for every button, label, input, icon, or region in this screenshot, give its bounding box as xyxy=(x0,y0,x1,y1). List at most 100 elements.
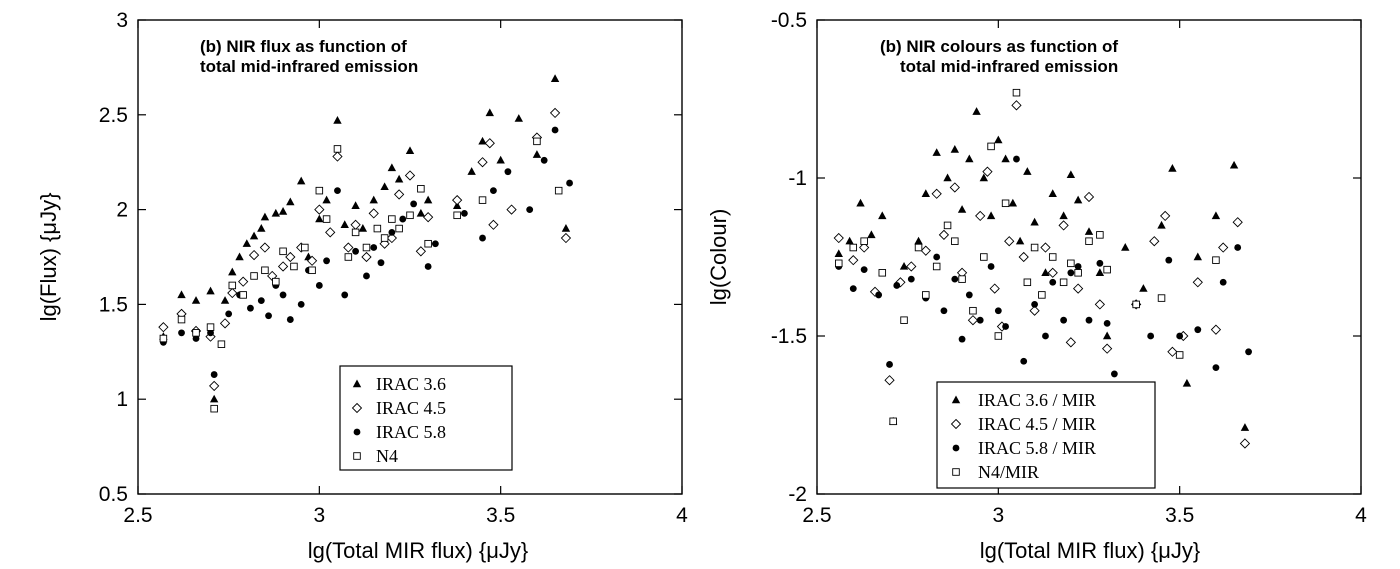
left-series-3-point-8 xyxy=(257,297,265,305)
right-series-2-point-4 xyxy=(884,375,895,386)
left-series-4-point-8 xyxy=(250,272,258,280)
left-series-2-point-30 xyxy=(484,138,495,149)
right-series-1-point-7 xyxy=(914,236,923,245)
left-series-4-point-7 xyxy=(239,291,247,299)
left-series-1-point-32 xyxy=(478,136,487,145)
right-series-2-point-8 xyxy=(931,188,942,199)
right-series-2-point-7 xyxy=(920,245,931,256)
right-x-axis-label: lg(Total MIR flux) {μJy} xyxy=(980,538,1201,563)
left-series-3-point-13 xyxy=(297,301,305,308)
left-series-2-point-12 xyxy=(285,251,296,263)
right-series-4-point-12 xyxy=(969,306,977,315)
right-series-2-point-25 xyxy=(1072,283,1084,294)
left-series-1-point-22 xyxy=(358,224,368,232)
left-series-2-point-18 xyxy=(343,242,354,253)
right-series-2-point-30 xyxy=(1149,236,1160,247)
right-series-1-point-34 xyxy=(1168,164,1177,172)
right-series-2-point-12 xyxy=(967,315,979,326)
right-series-4-point-24 xyxy=(1074,269,1082,277)
left-series-3-point-15 xyxy=(315,282,323,289)
left-series-1-point-12 xyxy=(271,208,281,217)
right-series-3-point-5 xyxy=(893,282,901,289)
right-legend-label-3: IRAC 5.8 / MIR xyxy=(978,438,1096,458)
left-panel: 2.5 3 3.5 4 0.5 1 1.5 2 2.5 3 (b) NIR flux as fun… xyxy=(36,9,688,563)
right-series-2-point-17 xyxy=(1004,236,1015,247)
right-series-1-point-37 xyxy=(1211,211,1221,220)
left-legend-marker-4 xyxy=(353,452,361,460)
right-series-1-point-11 xyxy=(950,145,960,153)
left-series-3-point-16 xyxy=(323,257,330,265)
left-series-3-point-19 xyxy=(352,247,359,255)
left-series-2-point-19 xyxy=(350,219,361,230)
right-series-1-point-29 xyxy=(1095,268,1105,276)
left-series-1-point-27 xyxy=(405,146,415,155)
left-series-1-point-29 xyxy=(423,195,433,204)
left-series-4-point-12 xyxy=(290,262,298,271)
right-series-4-point-26 xyxy=(1096,231,1104,239)
left-series-2-point-4 xyxy=(209,380,220,392)
right-legend-markers xyxy=(950,395,962,476)
right-series-3-point-35 xyxy=(1219,278,1227,286)
right-series-1-point-15 xyxy=(979,173,989,182)
left-series-2-point-28 xyxy=(452,194,463,206)
left-series-1-point-34 xyxy=(496,155,505,164)
right-legend-marker-3 xyxy=(952,444,960,452)
right-series-1-point-19 xyxy=(1008,198,1018,207)
right-series-3-point-21 xyxy=(1049,278,1057,286)
left-series-2-point-17 xyxy=(332,151,343,162)
right-series-1-point-23 xyxy=(1041,268,1050,276)
left-series-1-point-26 xyxy=(394,174,404,183)
left-series-3-point-5 xyxy=(225,310,233,318)
left-series-3-point-18 xyxy=(341,291,349,299)
left-series-3-point-32 xyxy=(526,206,534,214)
right-ticks: 2.5 3 3.5 4 -2 -1.5 -1 -0.5 xyxy=(771,9,1367,527)
right-x-tick-label-3: 4 xyxy=(1355,504,1367,527)
right-y-tick-label-0: -2 xyxy=(788,483,807,506)
right-series-1-point-31 xyxy=(1121,243,1130,251)
right-series-2-point-31 xyxy=(1160,210,1171,222)
left-series-1-point-5 xyxy=(220,296,230,304)
left-series-1-point-36 xyxy=(532,150,542,158)
right-series-2-point-19 xyxy=(1018,251,1029,263)
right-series-2-point-28 xyxy=(1101,343,1113,354)
left-series-1-point-9 xyxy=(249,231,259,240)
right-series-4-point-9 xyxy=(943,221,952,230)
right-series-4-point-8 xyxy=(932,262,941,271)
left-series-4-point-3 xyxy=(206,323,215,331)
left-series-1-point-23 xyxy=(369,195,378,204)
left-series-4-point-13 xyxy=(301,243,309,252)
left-series-1-point-2 xyxy=(191,296,201,304)
left-series-3-point-12 xyxy=(286,316,294,323)
right-series-3-point-6 xyxy=(907,275,915,283)
left-series-2-point-29 xyxy=(477,157,488,168)
left-series-2-point-9 xyxy=(259,242,271,253)
left-series-1-point-37 xyxy=(550,74,560,82)
left-series-2-point-27 xyxy=(422,212,434,223)
left-series-4-point-18 xyxy=(344,253,353,261)
left-series-3-point-34 xyxy=(551,126,559,134)
left-series-1-point-28 xyxy=(416,208,426,217)
left-series-3-point-7 xyxy=(247,304,254,312)
right-series-3-point-31 xyxy=(1165,256,1173,264)
right-series-2-point-9 xyxy=(938,229,950,241)
left-series-1-point-13 xyxy=(278,206,288,215)
right-series-3-point-19 xyxy=(1031,301,1038,308)
left-series-4-point-27 xyxy=(424,239,432,248)
right-series-1-point-28 xyxy=(1084,227,1094,235)
left-series-3-point-11 xyxy=(279,291,287,299)
right-series-3-point-29 xyxy=(1147,332,1155,340)
left-series-2-point-35 xyxy=(560,232,572,244)
left-series-4-point-31 xyxy=(554,186,563,195)
right-legend-marker-2 xyxy=(950,418,962,430)
right-series-2-point-20 xyxy=(1029,305,1040,316)
right-series-1-point-30 xyxy=(1102,331,1112,340)
right-series-4-point-30 xyxy=(1175,351,1184,359)
right-series-3-point-25 xyxy=(1085,316,1093,324)
left-series-4-point-25 xyxy=(406,211,414,220)
right-series-1-point-35 xyxy=(1182,378,1192,387)
left-series-1-point-8 xyxy=(242,239,251,247)
right-series-1-point-38 xyxy=(1229,160,1239,169)
left-series-3-point-26 xyxy=(424,263,432,270)
left-legend-marker-1 xyxy=(352,379,362,388)
left-series-2-point-31 xyxy=(488,219,499,230)
